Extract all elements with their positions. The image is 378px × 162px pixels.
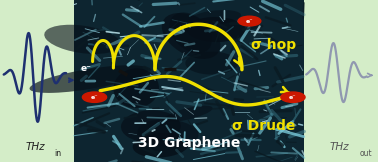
Text: e⁻: e⁻ xyxy=(289,95,297,100)
Circle shape xyxy=(281,92,305,102)
Ellipse shape xyxy=(186,17,246,42)
Circle shape xyxy=(238,16,261,26)
Ellipse shape xyxy=(29,65,148,93)
Text: e⁻: e⁻ xyxy=(91,95,98,100)
Ellipse shape xyxy=(113,68,159,108)
Ellipse shape xyxy=(138,119,198,147)
Text: in: in xyxy=(54,149,61,158)
Text: e⁻: e⁻ xyxy=(246,19,253,23)
Ellipse shape xyxy=(162,13,220,59)
Bar xyxy=(304,0,378,162)
Ellipse shape xyxy=(164,106,212,122)
Ellipse shape xyxy=(44,25,121,54)
Bar xyxy=(0,0,74,162)
Text: THz: THz xyxy=(25,142,45,152)
Ellipse shape xyxy=(190,10,241,25)
Text: 3D Graphene: 3D Graphene xyxy=(138,136,240,150)
Text: out: out xyxy=(359,149,372,158)
Text: e⁻: e⁻ xyxy=(81,64,91,73)
Circle shape xyxy=(82,92,107,102)
Ellipse shape xyxy=(133,133,189,158)
Ellipse shape xyxy=(169,12,212,53)
Bar xyxy=(74,0,304,162)
Ellipse shape xyxy=(121,110,181,142)
Text: THz: THz xyxy=(330,142,349,152)
Ellipse shape xyxy=(185,52,238,75)
Text: σ hop: σ hop xyxy=(251,38,296,52)
Text: σ Drude: σ Drude xyxy=(232,119,296,133)
